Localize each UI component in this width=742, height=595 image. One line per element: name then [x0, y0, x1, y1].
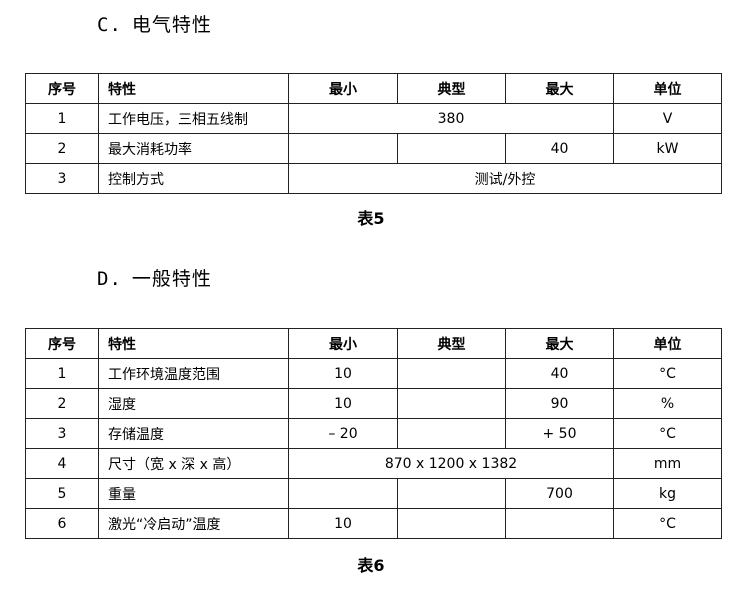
table-row: 2 湿度 10 90 %: [25, 388, 722, 419]
table-header-row: 序号 特性 最小 典型 最大 单位: [25, 328, 722, 359]
cell-feature: 工作电压，三相五线制: [98, 103, 289, 134]
electrical-characteristics-table: 序号 特性 最小 典型 最大 单位 1 工作电压，三相五线制 380 V 2 最…: [25, 73, 722, 194]
cell-feature: 最大消耗功率: [98, 133, 289, 164]
general-characteristics-table: 序号 特性 最小 典型 最大 单位 1 工作环境温度范围 10 40 °C 2 …: [25, 328, 722, 539]
cell-unit: %: [613, 388, 722, 419]
section-c-heading: C. 电气特性: [97, 10, 212, 37]
cell-feature: 重量: [98, 478, 289, 509]
table-row: 1 工作环境温度范围 10 40 °C: [25, 358, 722, 389]
cell-no: 2: [25, 133, 99, 164]
cell-typ: [397, 418, 506, 449]
cell-max: [505, 508, 614, 539]
cell-no: 3: [25, 418, 99, 449]
cell-unit: kW: [613, 133, 722, 164]
section-code: D.: [97, 268, 122, 290]
header-typ: 典型: [397, 73, 506, 104]
header-typ: 典型: [397, 328, 506, 359]
cell-unit: mm: [613, 448, 722, 479]
cell-typ: [397, 388, 506, 419]
table-row: 3 存储温度 – 20 + 50 °C: [25, 418, 722, 449]
cell-merged-value: 380: [288, 103, 614, 134]
header-no: 序号: [25, 73, 99, 104]
table-row: 6 激光“冷启动”温度 10 °C: [25, 508, 722, 539]
cell-unit: °C: [613, 358, 722, 389]
cell-feature: 工作环境温度范围: [98, 358, 289, 389]
cell-no: 4: [25, 448, 99, 479]
cell-feature: 湿度: [98, 388, 289, 419]
cell-no: 1: [25, 103, 99, 134]
cell-merged-value: 870 x 1200 x 1382: [288, 448, 614, 479]
table-row: 5 重量 700 kg: [25, 478, 722, 509]
section-d-heading: D. 一般特性: [97, 264, 212, 291]
header-min: 最小: [288, 73, 398, 104]
cell-min: 10: [288, 358, 398, 389]
cell-unit: °C: [613, 508, 722, 539]
cell-typ: [397, 358, 506, 389]
header-unit: 单位: [613, 73, 722, 104]
cell-no: 6: [25, 508, 99, 539]
cell-max: 40: [505, 133, 614, 164]
section-title: 电气特性: [131, 14, 212, 36]
cell-min: – 20: [288, 418, 398, 449]
cell-max: 90: [505, 388, 614, 419]
table-row: 4 尺寸（宽 x 深 x 高） 870 x 1200 x 1382 mm: [25, 448, 722, 479]
cell-merged-value: 测试/外控: [288, 163, 722, 194]
cell-no: 2: [25, 388, 99, 419]
cell-no: 5: [25, 478, 99, 509]
section-title: 一般特性: [131, 268, 212, 290]
table-row: 3 控制方式 测试/外控: [25, 163, 722, 194]
header-unit: 单位: [613, 328, 722, 359]
header-min: 最小: [288, 328, 398, 359]
cell-typ: [397, 508, 506, 539]
cell-min: [288, 133, 398, 164]
section-code: C.: [97, 14, 122, 36]
cell-no: 1: [25, 358, 99, 389]
cell-typ: [397, 133, 506, 164]
cell-typ: [397, 478, 506, 509]
cell-feature: 控制方式: [98, 163, 289, 194]
table-caption: 表5: [357, 209, 385, 228]
cell-unit: °C: [613, 418, 722, 449]
cell-feature: 存储温度: [98, 418, 289, 449]
cell-min: [288, 478, 398, 509]
table-header-row: 序号 特性 最小 典型 最大 单位: [25, 73, 722, 104]
cell-feature: 尺寸（宽 x 深 x 高）: [98, 448, 289, 479]
cell-max: 700: [505, 478, 614, 509]
header-feature: 特性: [98, 328, 289, 359]
table-caption: 表6: [357, 556, 385, 575]
cell-feature: 激光“冷启动”温度: [98, 508, 289, 539]
cell-min: 10: [288, 388, 398, 419]
cell-min: 10: [288, 508, 398, 539]
header-feature: 特性: [98, 73, 289, 104]
cell-max: 40: [505, 358, 614, 389]
cell-max: + 50: [505, 418, 614, 449]
header-no: 序号: [25, 328, 99, 359]
cell-unit: V: [613, 103, 722, 134]
cell-unit: kg: [613, 478, 722, 509]
header-max: 最大: [505, 328, 614, 359]
cell-no: 3: [25, 163, 99, 194]
table-row: 1 工作电压，三相五线制 380 V: [25, 103, 722, 134]
header-max: 最大: [505, 73, 614, 104]
table-row: 2 最大消耗功率 40 kW: [25, 133, 722, 164]
